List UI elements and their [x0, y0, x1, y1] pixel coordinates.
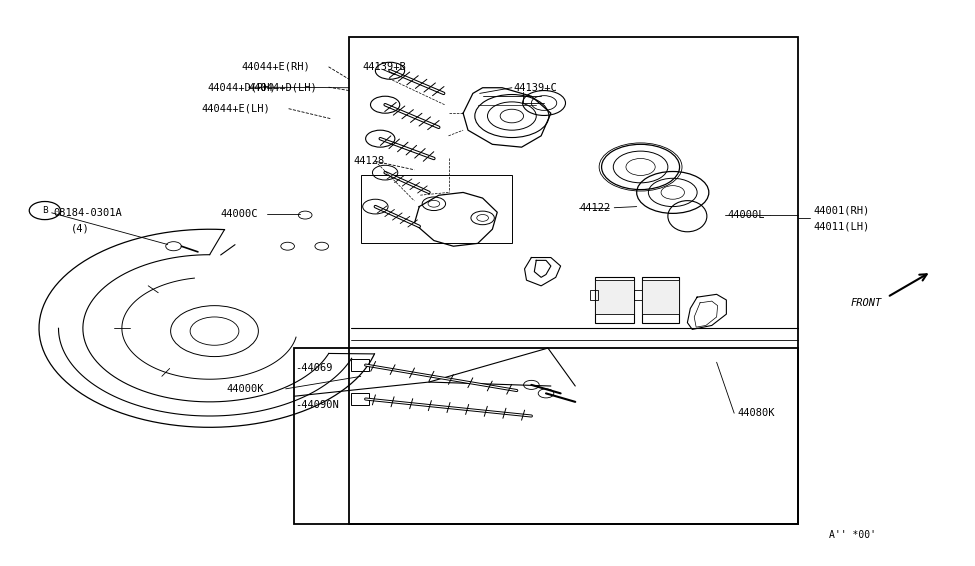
Text: B: B — [42, 206, 48, 215]
Bar — [294, 348, 798, 524]
Bar — [642, 277, 679, 323]
Text: 44139+C: 44139+C — [514, 83, 558, 93]
Text: 44000C: 44000C — [220, 209, 257, 219]
Text: 44001(RH): 44001(RH) — [813, 205, 870, 216]
Text: 44044+D(LH): 44044+D(LH) — [249, 82, 318, 92]
Text: 44080K: 44080K — [737, 408, 774, 418]
Bar — [351, 359, 369, 371]
Text: 44044+E(RH): 44044+E(RH) — [242, 62, 311, 72]
Text: 44139+B: 44139+B — [363, 62, 407, 72]
Text: A'' *00': A'' *00' — [829, 530, 876, 540]
Text: 44011(LH): 44011(LH) — [813, 221, 870, 231]
Text: -44090N: -44090N — [295, 400, 339, 410]
Bar — [349, 37, 798, 524]
Text: 44044+E(LH): 44044+E(LH) — [202, 104, 271, 114]
Bar — [595, 280, 634, 314]
Bar — [634, 290, 642, 300]
Text: 44000K: 44000K — [226, 384, 263, 394]
Bar — [361, 175, 512, 243]
Text: (4): (4) — [71, 223, 90, 233]
Text: 44128: 44128 — [353, 156, 384, 166]
Text: 08184-0301A: 08184-0301A — [54, 208, 123, 218]
Bar — [595, 277, 634, 323]
Text: -44069: -44069 — [295, 363, 332, 373]
Bar — [642, 280, 679, 314]
Bar — [590, 290, 598, 300]
Text: 44122: 44122 — [579, 203, 610, 213]
Text: 44044+D(RH): 44044+D(RH) — [208, 82, 277, 92]
Bar — [351, 393, 369, 405]
Text: FRONT: FRONT — [850, 298, 881, 308]
Text: 44000L: 44000L — [727, 210, 764, 220]
